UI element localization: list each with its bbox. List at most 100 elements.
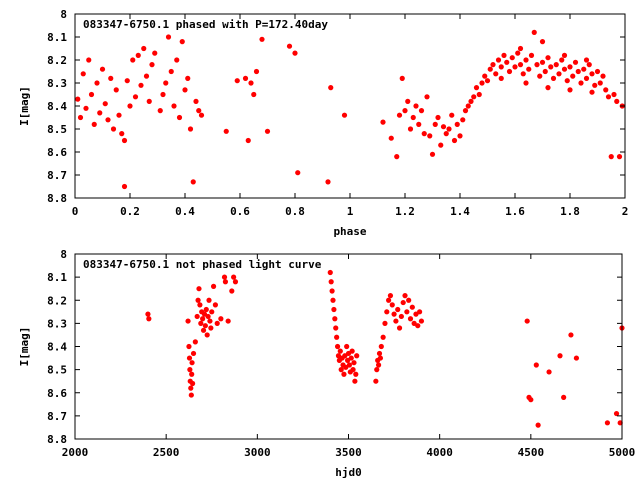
unphased-data-point (557, 353, 563, 359)
phased-data-point (179, 39, 185, 45)
phased-y-tick-label: 8.1 (47, 31, 67, 44)
unphased-data-point (207, 318, 213, 324)
phased-data-point (432, 121, 438, 127)
phased-data-point (583, 75, 590, 81)
phased-data-point (509, 55, 515, 61)
unphased-data-point (188, 385, 194, 391)
phased-data-point (141, 45, 147, 52)
unphased-data-point (200, 316, 206, 322)
phased-y-tick-label: 8.4 (47, 100, 67, 113)
phased-data-point (614, 98, 620, 104)
unphased-data-point (341, 371, 347, 377)
unphased-data-point (353, 371, 359, 377)
phased-data-point (86, 57, 92, 63)
unphased-data-point (195, 297, 201, 303)
unphased-data-point (535, 422, 541, 428)
unphased-data-point (346, 362, 353, 368)
phased-y-tick-label: 8.5 (47, 123, 67, 136)
phased-data-point (545, 55, 551, 61)
unphased-data-point (203, 306, 209, 313)
unphased-data-point (349, 348, 355, 354)
phased-data-point (193, 98, 199, 104)
phased-data-point (77, 114, 84, 121)
unphased-data-point (229, 288, 235, 294)
phased-data-point (570, 73, 576, 79)
phased-data-point (468, 98, 474, 104)
unphased-data-point (214, 320, 220, 326)
unphased-data-point (212, 302, 218, 308)
phased-data-point (531, 29, 537, 35)
unphased-y-tick-label: 8 (60, 248, 67, 261)
phased-data-point (152, 50, 158, 56)
unphased-data-point (187, 367, 193, 373)
unphased-data-point (573, 355, 580, 361)
phased-x-tick-label: 0.6 (230, 205, 250, 218)
unphased-data-point (351, 360, 357, 366)
unphased-x-tick-label: 2500 (153, 446, 180, 459)
phased-data-point (259, 36, 265, 42)
unphased-y-tick-label: 8.6 (47, 387, 67, 400)
phased-data-point (451, 137, 458, 144)
phased-data-point (157, 108, 163, 114)
phased-data-point (248, 80, 254, 86)
unphased-data-point (222, 279, 229, 285)
phased-data-point (528, 52, 535, 59)
phased-data-point (424, 94, 430, 100)
unphased-y-tick-label: 8.7 (47, 410, 67, 423)
unphased-data-point (387, 293, 394, 299)
phased-data-point (460, 117, 466, 123)
phased-data-point (168, 68, 174, 75)
unphased-data-point (524, 318, 530, 324)
phased-data-point (171, 103, 177, 109)
phased-data-point (572, 59, 579, 65)
phased-data-point (75, 96, 81, 102)
phased-data-point (149, 62, 155, 68)
phased-data-point (594, 68, 601, 75)
phased-data-point (388, 135, 394, 141)
unphased-x-ticks: 2000 2500 3000 3500 4000 4500 5000 (62, 254, 635, 459)
phased-data-point (520, 71, 526, 77)
unphased-data-point (373, 378, 379, 384)
unphased-data-point (146, 316, 152, 322)
unphased-data-point (348, 355, 354, 361)
phased-data-point (526, 66, 532, 72)
phased-data-point (556, 71, 562, 77)
phased-y-tick-label: 8.2 (47, 54, 67, 67)
unphased-data-point (354, 353, 360, 359)
phased-data-point (504, 59, 510, 65)
phased-data-point (174, 57, 180, 63)
phased-data-point (471, 94, 477, 100)
phased-data-point (465, 103, 471, 109)
phased-data-point (97, 110, 103, 116)
phased-data-point (597, 80, 603, 86)
phased-data-point (176, 114, 183, 121)
unphased-data-point (218, 316, 224, 322)
phased-data-point (561, 52, 568, 59)
phased-data-point (113, 87, 119, 93)
phased-light-curve-panel: 0 0.2 0.4 0.6 0.8 1 1.2 1.4 1.6 1.8 2 8 8.1 8.2 8.3 8.… (18, 8, 628, 238)
unphased-data-point (202, 323, 208, 329)
unphased-data-point (206, 297, 212, 303)
unphased-data-point (225, 318, 231, 324)
phased-data-point (476, 91, 482, 98)
unphased-data-point (210, 283, 217, 289)
phased-data-point (110, 126, 117, 132)
phased-data-point (487, 66, 493, 72)
unphased-data-point (382, 320, 388, 326)
phased-data-point (517, 62, 524, 68)
phased-data-point (517, 45, 524, 52)
unphased-data-point (378, 343, 384, 350)
unphased-data-point (333, 325, 339, 331)
phased-data-point (578, 80, 584, 86)
phased-data-point (292, 50, 298, 56)
phased-data-point (567, 87, 573, 93)
phased-x-tick-label: 1.4 (450, 205, 470, 218)
phased-y-tick-label: 8.3 (47, 77, 67, 90)
phased-data-point (550, 75, 557, 81)
unphased-data-point (350, 367, 356, 373)
phased-data-point (603, 87, 609, 93)
unphased-data-point (186, 355, 193, 361)
phased-data-point (542, 68, 548, 75)
unphased-data-point (197, 302, 203, 308)
